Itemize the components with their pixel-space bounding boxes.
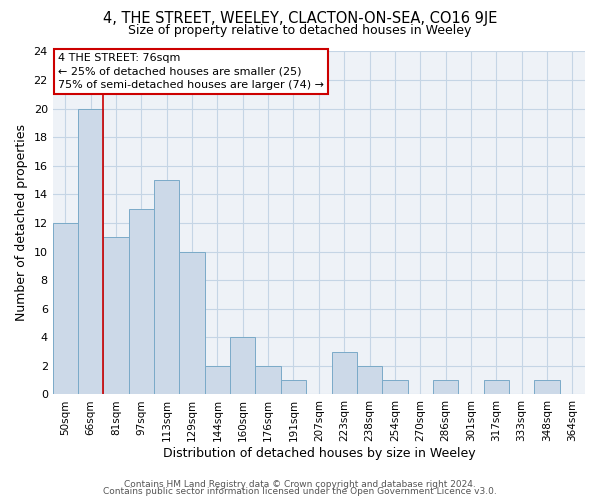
Bar bbox=[281, 380, 306, 394]
Text: 4 THE STREET: 76sqm
← 25% of detached houses are smaller (25)
75% of semi-detach: 4 THE STREET: 76sqm ← 25% of detached ho… bbox=[58, 53, 324, 90]
Bar bbox=[535, 380, 560, 394]
Bar bbox=[382, 380, 407, 394]
Bar bbox=[433, 380, 458, 394]
Bar bbox=[357, 366, 382, 394]
Bar bbox=[332, 352, 357, 395]
X-axis label: Distribution of detached houses by size in Weeley: Distribution of detached houses by size … bbox=[163, 447, 475, 460]
Text: 4, THE STREET, WEELEY, CLACTON-ON-SEA, CO16 9JE: 4, THE STREET, WEELEY, CLACTON-ON-SEA, C… bbox=[103, 12, 497, 26]
Bar bbox=[78, 108, 103, 395]
Text: Size of property relative to detached houses in Weeley: Size of property relative to detached ho… bbox=[128, 24, 472, 37]
Bar bbox=[129, 208, 154, 394]
Bar bbox=[154, 180, 179, 394]
Bar bbox=[205, 366, 230, 394]
Text: Contains HM Land Registry data © Crown copyright and database right 2024.: Contains HM Land Registry data © Crown c… bbox=[124, 480, 476, 489]
Y-axis label: Number of detached properties: Number of detached properties bbox=[15, 124, 28, 322]
Bar bbox=[484, 380, 509, 394]
Text: Contains public sector information licensed under the Open Government Licence v3: Contains public sector information licen… bbox=[103, 488, 497, 496]
Bar bbox=[256, 366, 281, 394]
Bar bbox=[103, 238, 129, 394]
Bar bbox=[230, 338, 256, 394]
Bar bbox=[179, 252, 205, 394]
Bar bbox=[53, 223, 78, 394]
